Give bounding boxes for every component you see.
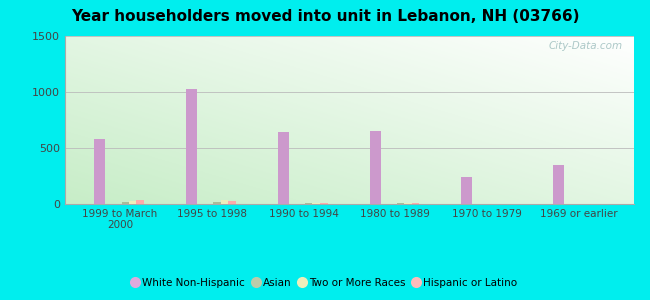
Legend: White Non-Hispanic, Asian, Two or More Races, Hispanic or Latino: White Non-Hispanic, Asian, Two or More R… (129, 273, 521, 292)
Bar (397, 203, 404, 204)
Text: Year householders moved into unit in Lebanon, NH (03766): Year householders moved into unit in Leb… (71, 9, 579, 24)
Bar (404, 203, 412, 204)
Bar (94, 139, 105, 204)
Bar (136, 200, 144, 204)
Bar (411, 203, 419, 204)
Bar (228, 201, 236, 204)
Bar (213, 202, 221, 204)
Text: City-Data.com: City-Data.com (548, 41, 623, 51)
Bar (305, 203, 313, 204)
Bar (553, 165, 564, 204)
Bar (320, 203, 328, 204)
Bar (221, 200, 228, 204)
Bar (186, 89, 197, 204)
Bar (129, 201, 136, 204)
Bar (278, 132, 289, 204)
Bar (370, 130, 380, 204)
Bar (313, 203, 320, 204)
Bar (462, 177, 473, 204)
Bar (122, 202, 129, 204)
